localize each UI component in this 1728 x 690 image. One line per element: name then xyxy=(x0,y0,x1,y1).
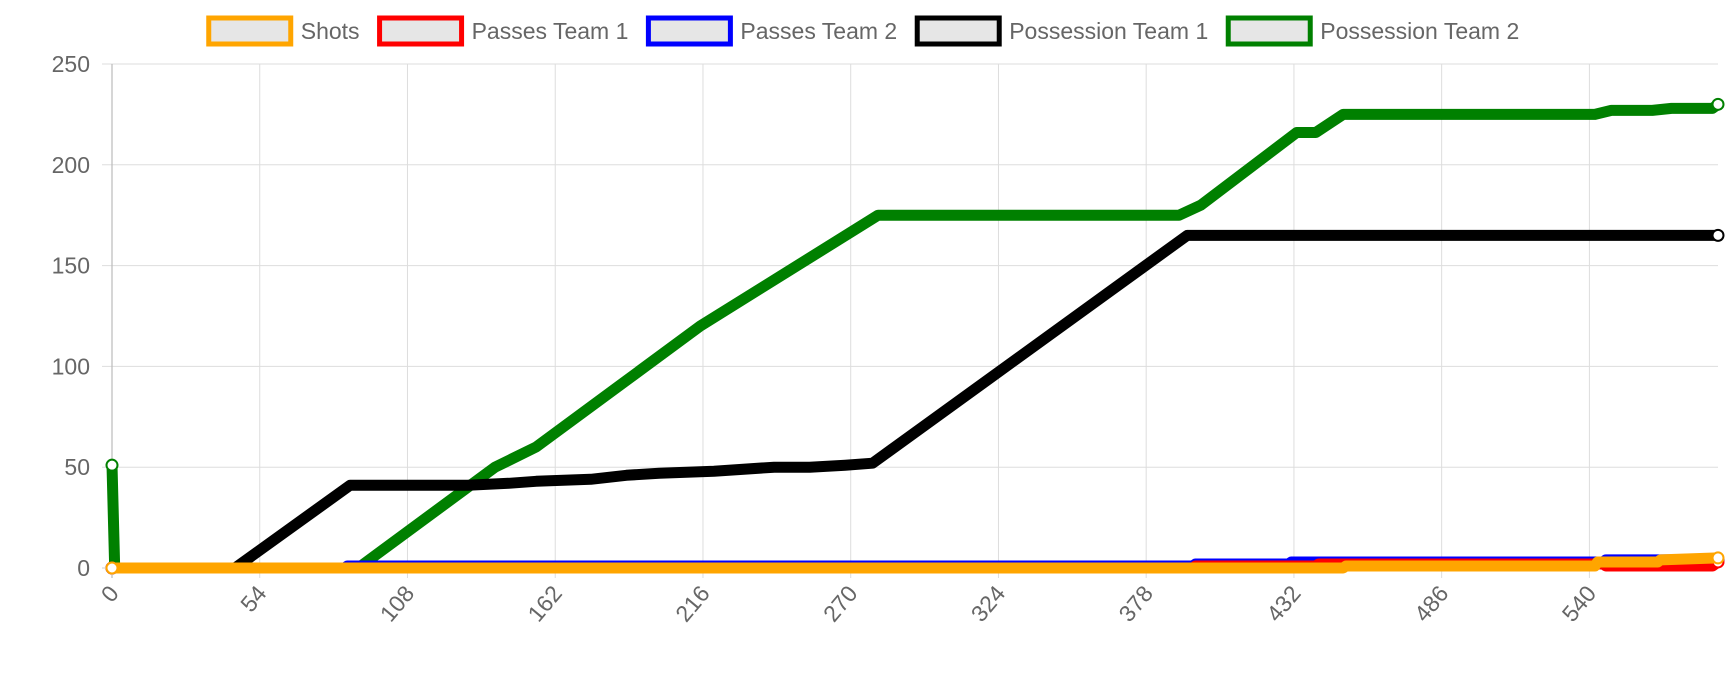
legend-item[interactable]: Passes Team 1 xyxy=(377,15,629,47)
y-tick-label: 0 xyxy=(77,555,90,581)
legend-label: Passes Team 2 xyxy=(740,18,897,44)
legend: Shots Passes Team 1 Passes Team 2 Possessio… xyxy=(206,15,1519,47)
series-point xyxy=(1711,551,1725,565)
x-tick-label: 162 xyxy=(522,581,567,627)
legend-item[interactable]: Shots xyxy=(206,15,360,47)
series-line-possession-team-1 xyxy=(106,229,1724,574)
legend-swatch xyxy=(914,15,1002,47)
legend-swatch xyxy=(1225,15,1313,47)
tick-labels: 0 50 100 150 200 250 0 54 108 162 216 270 324 378 432 4… xyxy=(52,51,1602,627)
y-tick-label: 50 xyxy=(64,454,90,480)
legend-label: Possession Team 2 xyxy=(1320,18,1519,44)
x-tick-label: 54 xyxy=(235,580,271,616)
series-point xyxy=(1711,228,1725,242)
series-line-shots xyxy=(106,552,1724,574)
series-line-possession-team-2 xyxy=(106,98,1724,574)
x-tick-label: 270 xyxy=(818,581,863,627)
legend-swatch xyxy=(645,15,733,47)
y-tick-label: 250 xyxy=(52,51,90,77)
legend-item[interactable]: Possession Team 1 xyxy=(914,15,1208,47)
x-tick-label: 0 xyxy=(96,581,124,608)
x-tick-label: 108 xyxy=(375,581,420,627)
legend-swatch xyxy=(206,15,294,47)
x-tick-label: 486 xyxy=(1409,581,1454,627)
x-tick-label: 216 xyxy=(670,581,715,627)
grid xyxy=(102,63,1718,578)
y-tick-label: 200 xyxy=(52,152,90,178)
legend-item[interactable]: Passes Team 2 xyxy=(645,15,897,47)
series-point xyxy=(105,561,119,575)
legend-item[interactable]: Possession Team 2 xyxy=(1225,15,1519,47)
y-tick-label: 150 xyxy=(52,253,90,279)
x-tick-label: 432 xyxy=(1261,581,1306,627)
legend-label: Shots xyxy=(301,18,360,44)
legend-label: Passes Team 1 xyxy=(472,18,629,44)
series-point xyxy=(105,458,119,472)
y-tick-label: 100 xyxy=(52,353,90,379)
legend-label: Possession Team 1 xyxy=(1009,18,1208,44)
series-point xyxy=(1711,97,1725,111)
x-tick-label: 378 xyxy=(1113,581,1158,627)
x-tick-label: 324 xyxy=(966,580,1011,626)
legend-swatch xyxy=(377,15,465,47)
x-tick-label: 540 xyxy=(1557,581,1602,627)
series-group xyxy=(105,97,1725,575)
axes xyxy=(102,64,1718,578)
